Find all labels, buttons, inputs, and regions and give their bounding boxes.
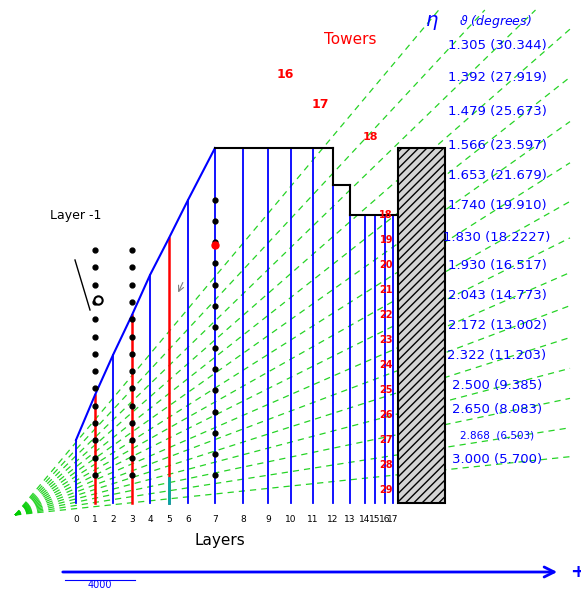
Text: 19: 19: [379, 235, 393, 245]
Text: 9: 9: [265, 516, 271, 524]
Text: $\vartheta$ (degrees): $\vartheta$ (degrees): [458, 14, 532, 30]
Text: Layers: Layers: [195, 532, 245, 548]
Text: 5: 5: [166, 516, 172, 524]
Text: 24: 24: [379, 360, 393, 370]
Text: 2.172 (13.002): 2.172 (13.002): [447, 318, 547, 331]
Text: 18: 18: [379, 210, 393, 220]
Text: 25: 25: [379, 385, 393, 395]
Text: Layer -1: Layer -1: [50, 209, 101, 222]
Text: $\eta$: $\eta$: [425, 13, 439, 32]
Text: 1.740 (19.910): 1.740 (19.910): [448, 198, 546, 212]
Text: Towers: Towers: [324, 33, 376, 48]
Text: 22: 22: [379, 310, 393, 320]
Text: 2.043 (14.773): 2.043 (14.773): [447, 288, 547, 302]
Text: 18: 18: [362, 132, 378, 142]
Text: 1.392 (27.919): 1.392 (27.919): [447, 72, 547, 85]
Text: 1.830 (18.2227): 1.830 (18.2227): [443, 231, 551, 244]
Text: 11: 11: [307, 516, 319, 524]
Text: 27: 27: [379, 435, 393, 445]
Text: 2.868  (6.503): 2.868 (6.503): [460, 430, 534, 440]
Text: 13: 13: [345, 516, 356, 524]
Text: 6: 6: [185, 516, 191, 524]
Text: 2.500 (9.385): 2.500 (9.385): [452, 378, 542, 392]
Text: 10: 10: [285, 516, 297, 524]
Text: 2: 2: [110, 516, 116, 524]
Text: 17: 17: [311, 98, 329, 111]
Text: 29: 29: [379, 485, 393, 495]
Text: 4000: 4000: [88, 580, 112, 590]
Text: 21: 21: [379, 285, 393, 295]
Text: 3.000 (5.700): 3.000 (5.700): [452, 454, 542, 467]
Text: 1: 1: [92, 516, 98, 524]
Text: 16: 16: [379, 516, 391, 524]
Text: 1.479 (25.673): 1.479 (25.673): [447, 105, 547, 119]
Text: 7: 7: [212, 516, 218, 524]
Text: 0: 0: [73, 516, 79, 524]
Text: 17: 17: [388, 516, 399, 524]
Text: 8: 8: [240, 516, 246, 524]
Text: 3: 3: [129, 516, 135, 524]
Text: 28: 28: [379, 460, 393, 470]
Text: 26: 26: [379, 410, 393, 420]
Text: 2.322 (11.203): 2.322 (11.203): [447, 349, 547, 362]
Text: 14: 14: [359, 516, 371, 524]
Text: 1.305 (30.344): 1.305 (30.344): [447, 39, 546, 51]
Text: 16: 16: [277, 69, 293, 82]
Text: 1.930 (16.517): 1.930 (16.517): [447, 259, 547, 272]
Text: 23: 23: [379, 335, 393, 345]
Text: 20: 20: [379, 260, 393, 270]
Text: 4: 4: [147, 516, 153, 524]
Bar: [398, 148, 445, 503]
Text: 2.650 (8.083): 2.650 (8.083): [452, 403, 542, 417]
Text: 1.566 (23.597): 1.566 (23.597): [447, 138, 547, 151]
Text: 1.653 (21.679): 1.653 (21.679): [447, 169, 547, 182]
Text: 15: 15: [370, 516, 381, 524]
Text: +Z: +Z: [570, 563, 581, 581]
Text: 12: 12: [327, 516, 339, 524]
